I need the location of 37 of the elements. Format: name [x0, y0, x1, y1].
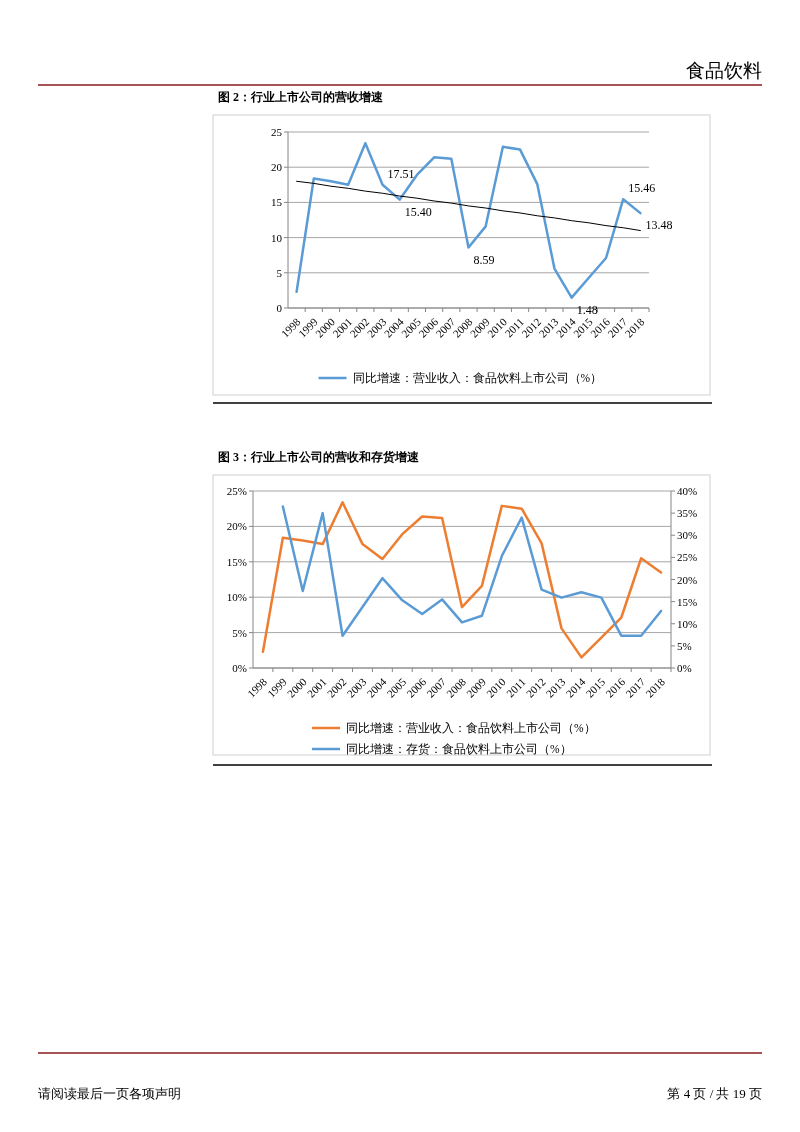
- y-tick-label: 15%: [226, 555, 247, 568]
- y-tick-label: 25%: [226, 485, 247, 497]
- y2-tick-label: 0%: [677, 662, 692, 674]
- data-label: 1.48: [576, 302, 598, 317]
- y2-tick-label: 30%: [677, 529, 698, 542]
- y2-tick-label: 40%: [677, 485, 698, 497]
- y2-tick-label: 5%: [677, 639, 692, 652]
- y-tick-label: 15: [271, 196, 283, 209]
- data-label: 17.51: [387, 166, 415, 181]
- y2-tick-label: 20%: [677, 573, 698, 586]
- y-tick-label: 25: [271, 126, 283, 138]
- text: 第 4 页 / 共 19 页: [667, 1086, 762, 1101]
- y-tick-label: 0: [276, 302, 283, 314]
- data-label: 15.46: [628, 181, 656, 196]
- legend-label: 同比增速：营业收入：食品饮料上市公司（%）: [352, 371, 603, 385]
- line-series: [281, 505, 663, 637]
- data-label: 15.40: [404, 204, 432, 219]
- y-tick-label: 5: [276, 266, 283, 279]
- y2-tick-label: 35%: [677, 507, 698, 520]
- y-tick-label: 20: [271, 161, 283, 174]
- data-label: 8.59: [473, 252, 495, 267]
- chart-title: 图 2：行业上市公司的营收增速: [218, 90, 384, 104]
- legend-label: 同比增速：存货：食品饮料上市公司（%）: [346, 742, 572, 756]
- data-label: 13.48: [645, 218, 673, 233]
- legend-label: 同比增速：营业收入：食品饮料上市公司（%）: [346, 721, 596, 735]
- y-tick-label: 10%: [226, 591, 247, 604]
- y-tick-label: 5%: [232, 626, 247, 639]
- y2-tick-label: 25%: [677, 551, 698, 564]
- y-tick-label: 20%: [226, 520, 247, 533]
- y2-tick-label: 10%: [677, 617, 698, 630]
- y-tick-label: 10: [271, 231, 283, 244]
- text: 请阅读最后一页各项声明: [38, 1086, 181, 1101]
- y2-tick-label: 15%: [677, 595, 698, 608]
- text: 食品饮料: [686, 60, 762, 81]
- line-series: [261, 501, 663, 659]
- y-tick-label: 0%: [232, 662, 247, 674]
- chart-title: 图 3：行业上市公司的营收和存货增速: [218, 450, 420, 464]
